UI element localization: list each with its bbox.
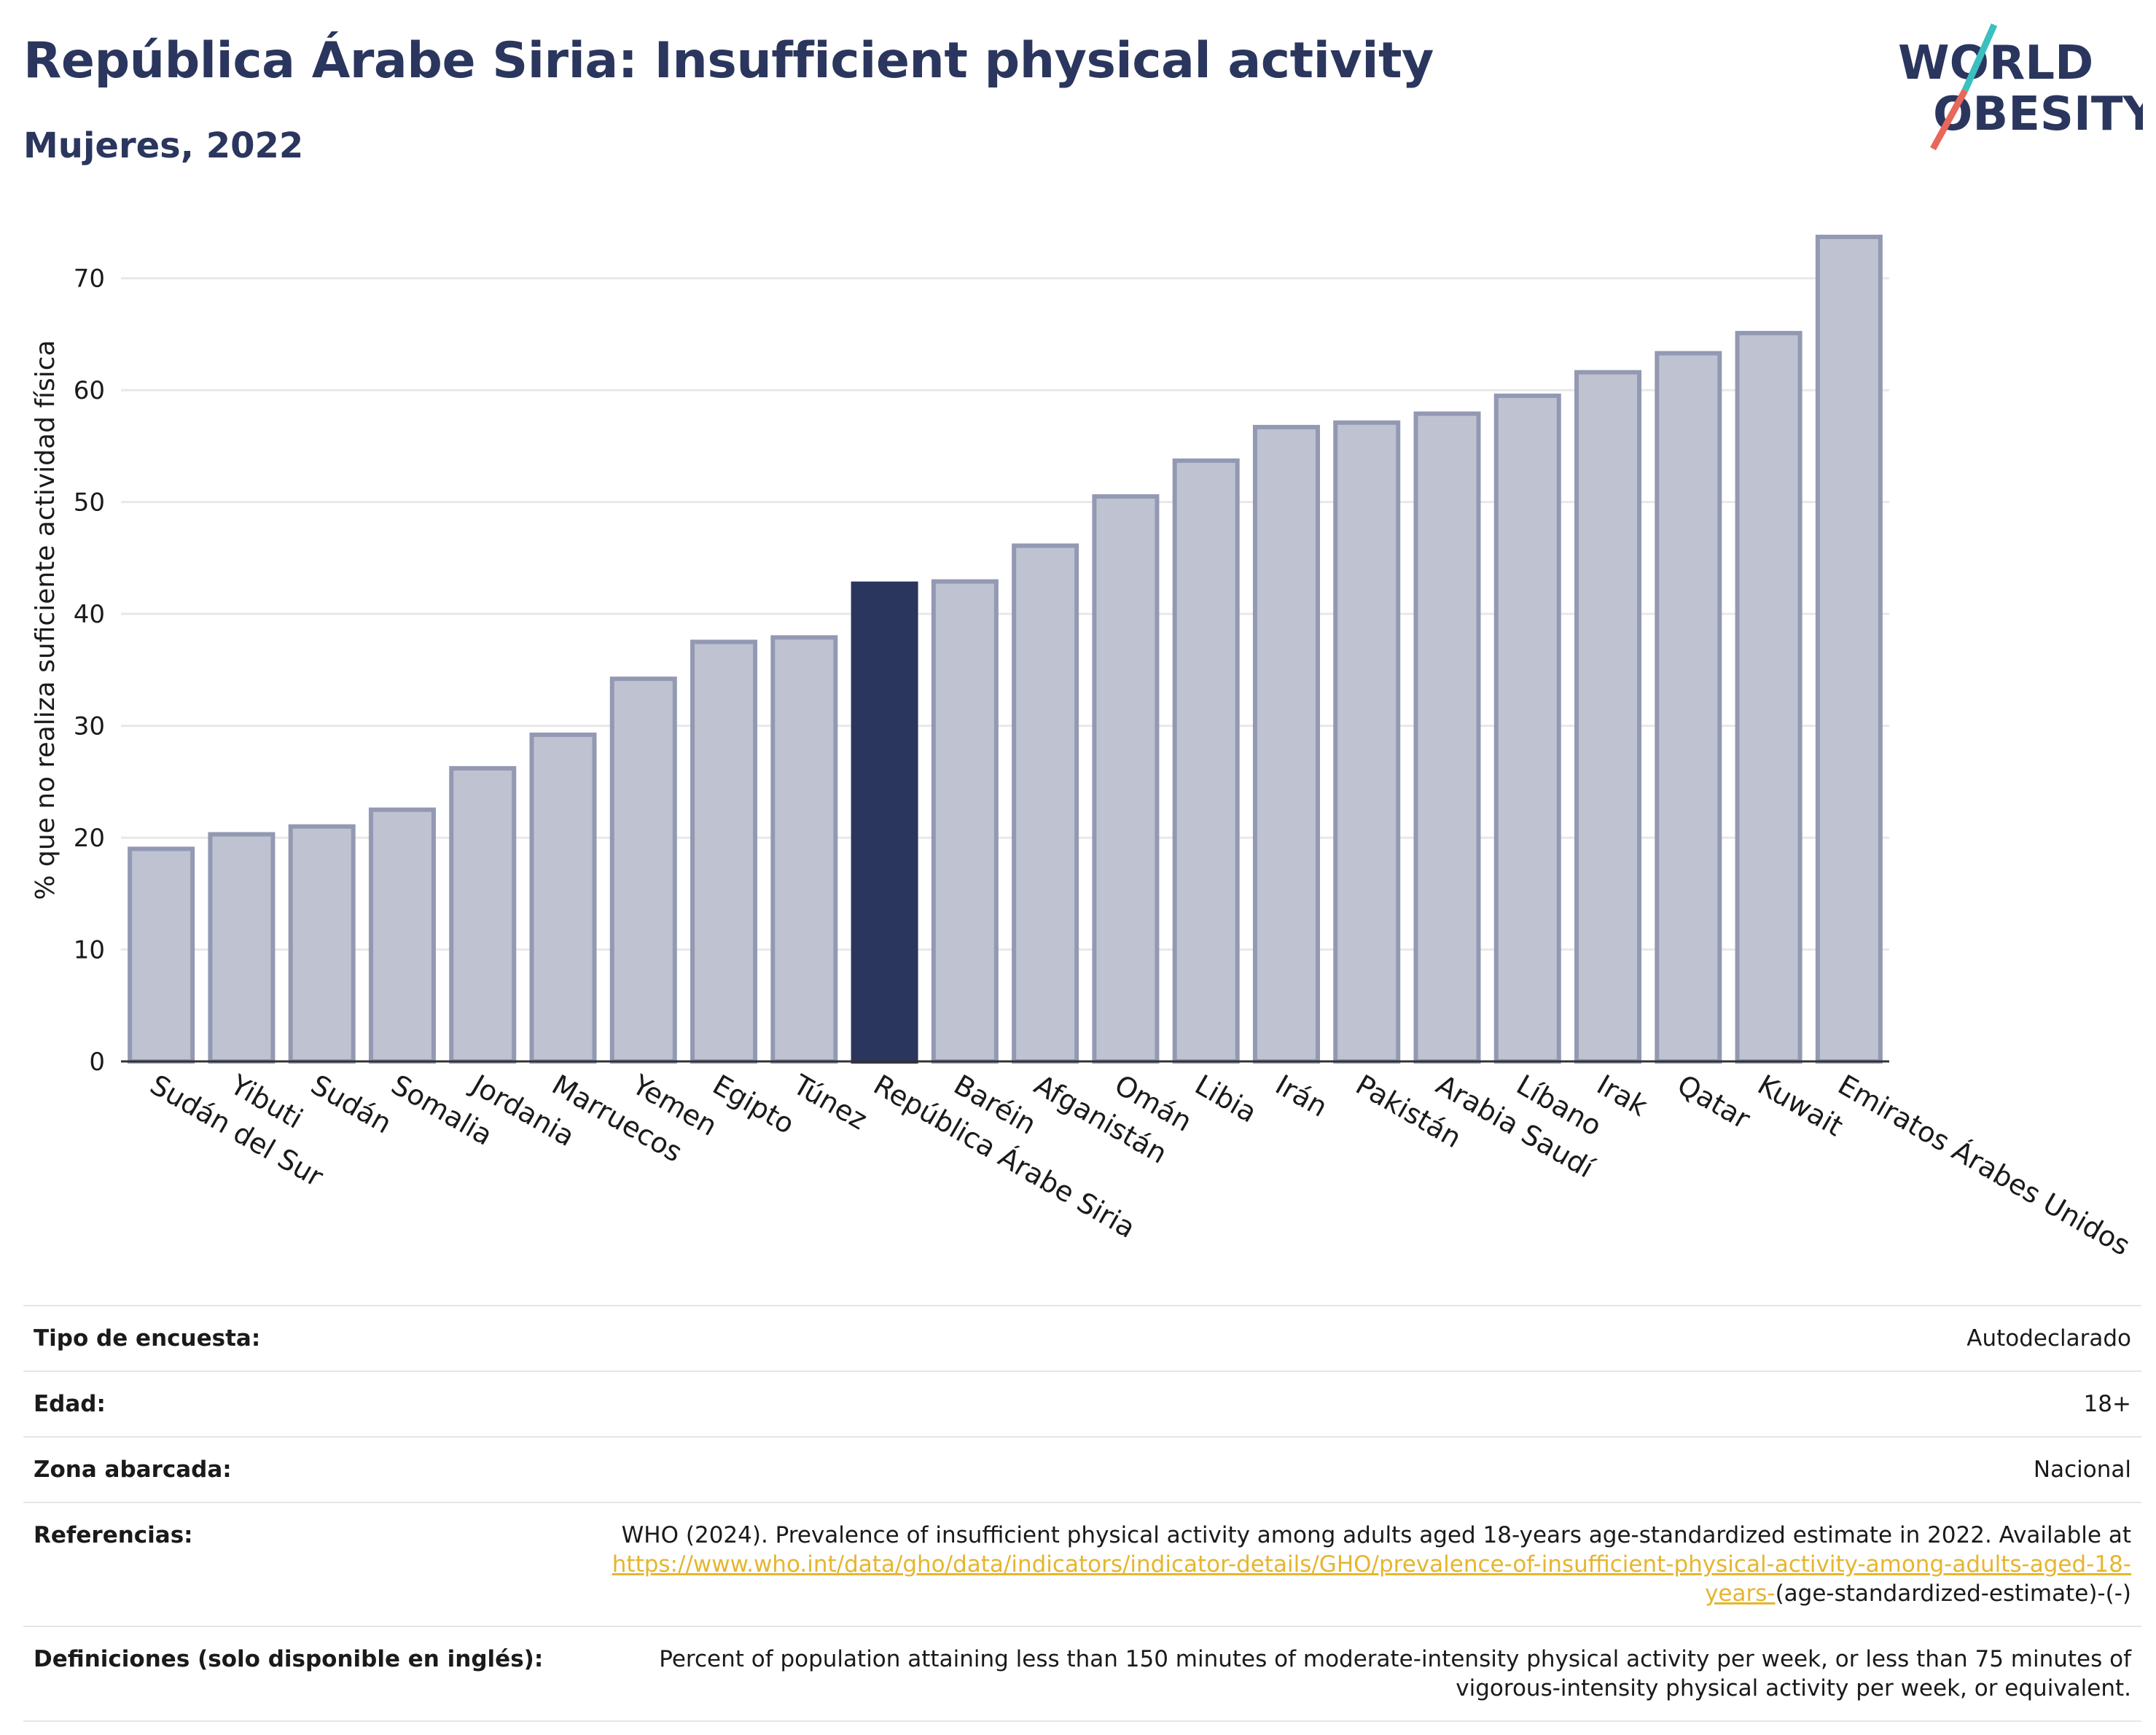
- references-link[interactable]: https://www.who.int/data/gho/data/indica…: [612, 1551, 2131, 1607]
- info-row-references: Referencias: WHO (2024). Prevalence of i…: [23, 1502, 2141, 1626]
- bar: [288, 824, 356, 1064]
- y-axis-label: % que no realiza suficiente actividad fí…: [31, 340, 60, 900]
- bar-highlight: [851, 581, 918, 1064]
- bar: [1655, 351, 1722, 1064]
- x-tick-label: Irán: [1270, 1069, 1332, 1123]
- y-tick-label: 70: [74, 265, 105, 294]
- bar: [449, 765, 517, 1064]
- logo-slash-top: [1961, 23, 1998, 92]
- info-row-survey-type: Tipo de encuesta: Autodeclarado: [23, 1305, 2141, 1371]
- info-value: Autodeclarado: [598, 1305, 2141, 1371]
- references-key: Referencias:: [23, 1502, 598, 1626]
- y-tick-label: 30: [74, 712, 105, 741]
- info-row-definitions: Definiciones (solo disponible en inglés)…: [23, 1626, 2141, 1722]
- chart-title: República Árabe Siria: Insufficient phys…: [23, 32, 1434, 90]
- bar: [931, 579, 999, 1064]
- x-tick-label: Egipto: [708, 1069, 800, 1141]
- info-row-area: Zona abarcada: Nacional: [23, 1436, 2141, 1502]
- info-value: Nacional: [598, 1436, 2141, 1502]
- y-tick-label: 20: [74, 824, 105, 853]
- info-row-age: Edad: 18+: [23, 1371, 2141, 1437]
- bar: [609, 677, 677, 1064]
- y-tick-labels: 0 10 20 30 40 50 60 70: [74, 265, 105, 1077]
- x-tick-label: Sudán: [305, 1069, 397, 1140]
- bar: [1815, 234, 1883, 1064]
- bar: [1252, 424, 1320, 1064]
- x-tick-label: Túnez: [787, 1068, 872, 1136]
- bar: [1413, 411, 1481, 1064]
- bar: [1333, 420, 1401, 1064]
- bar: [1012, 543, 1079, 1064]
- bar: [1172, 458, 1240, 1064]
- y-tick-label: 50: [74, 488, 105, 518]
- references-value: WHO (2024). Prevalence of insufficient p…: [598, 1502, 2141, 1626]
- x-tick-label: Emiratos Árabes Unidos: [1832, 1069, 2136, 1262]
- bar: [690, 639, 758, 1064]
- x-tick-label: Qatar: [1672, 1069, 1756, 1136]
- y-tick-label: 0: [89, 1048, 105, 1077]
- bar: [208, 832, 276, 1064]
- logo-slash-bottom: [1930, 88, 1968, 151]
- bar: [1092, 494, 1160, 1064]
- y-tick-label: 10: [74, 936, 105, 965]
- definitions-key: Definiciones (solo disponible en inglés)…: [23, 1626, 598, 1722]
- info-key: Edad:: [23, 1371, 598, 1437]
- info-key: Zona abarcada:: [23, 1436, 598, 1502]
- bars: [128, 234, 1883, 1064]
- logo-line1: WORLD: [1898, 36, 2093, 90]
- bar: [529, 732, 597, 1064]
- x-tick-labels: Sudán del SurYibutiSudánSomaliaJordaniaM…: [145, 1068, 2136, 1262]
- bar: [1735, 330, 1802, 1064]
- world-obesity-logo: WORLD OBESITY: [1898, 23, 2143, 151]
- x-tick-label: Kuwait: [1752, 1069, 1848, 1143]
- bar: [368, 807, 436, 1064]
- bar: [770, 635, 838, 1064]
- references-suffix: (age-standardized-estimate)-(-): [1775, 1580, 2131, 1607]
- x-tick-label: Libia: [1190, 1069, 1262, 1129]
- bar-chart: 0 10 20 30 40 50 60 70 Sudán del SurYibutiSudán…: [31, 234, 2136, 1262]
- bar: [1493, 393, 1561, 1064]
- bar: [1574, 370, 1642, 1064]
- y-tick-label: 40: [74, 600, 105, 629]
- references-text: WHO (2024). Prevalence of insufficient p…: [621, 1522, 2131, 1548]
- info-table: Tipo de encuesta: Autodeclarado Edad: 18…: [23, 1305, 2141, 1722]
- definitions-value: Percent of population attaining less tha…: [598, 1626, 2141, 1722]
- bar: [128, 846, 195, 1064]
- logo-line2: OBESITY: [1933, 87, 2143, 141]
- chart-subtitle: Mujeres, 2022: [23, 125, 304, 166]
- info-value: 18+: [598, 1371, 2141, 1437]
- info-key: Tipo de encuesta:: [23, 1305, 598, 1371]
- y-tick-label: 60: [74, 376, 105, 405]
